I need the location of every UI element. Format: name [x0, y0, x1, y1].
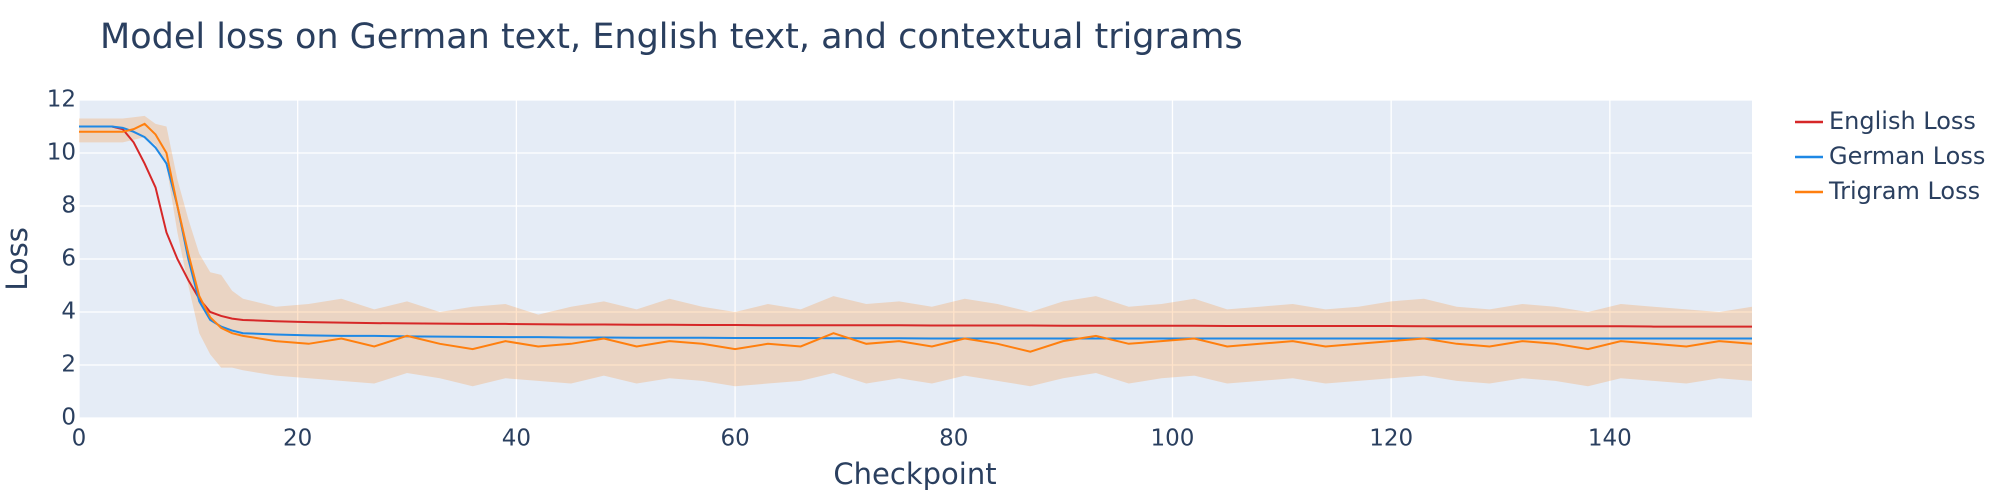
x-tick-label: 0	[72, 426, 87, 452]
confidence-band	[79, 115, 1752, 387]
y-tick-label: 4	[61, 299, 76, 325]
x-tick-label: 20	[283, 426, 312, 452]
y-axis-title: Loss	[0, 227, 34, 291]
y-tick-label: 8	[61, 193, 76, 219]
x-tick-label: 140	[1588, 426, 1632, 452]
legend-label: Trigram Loss	[1828, 177, 1980, 205]
line-series	[79, 122, 1753, 353]
y-tick-label: 12	[47, 87, 76, 113]
legend-label: English Loss	[1829, 107, 1976, 135]
x-tick-label: 100	[1151, 426, 1195, 452]
legend-label: German Loss	[1829, 142, 1985, 170]
x-tick-label: 60	[720, 426, 749, 452]
x-tick-label: 80	[939, 426, 968, 452]
y-tick-label: 0	[61, 405, 76, 431]
y-tick-label: 6	[61, 246, 76, 272]
x-tick-label: 40	[502, 426, 531, 452]
line-series	[79, 125, 1752, 328]
x-tick-label: 120	[1369, 426, 1413, 452]
y-tick-label: 2	[61, 352, 76, 378]
y-tick-label: 10	[47, 140, 76, 166]
x-axis-title: Checkpoint	[833, 457, 996, 491]
chart-title: Model loss on German text, English text,…	[100, 17, 1243, 57]
